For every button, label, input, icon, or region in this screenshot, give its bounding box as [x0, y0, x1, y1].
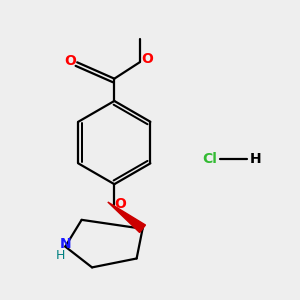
- Text: O: O: [64, 54, 76, 68]
- Text: O: O: [141, 52, 153, 66]
- Text: H: H: [250, 152, 261, 166]
- Text: H: H: [56, 249, 65, 262]
- Text: Cl: Cl: [202, 152, 217, 166]
- Polygon shape: [108, 202, 146, 232]
- Text: N: N: [59, 237, 71, 250]
- Text: O: O: [114, 196, 126, 211]
